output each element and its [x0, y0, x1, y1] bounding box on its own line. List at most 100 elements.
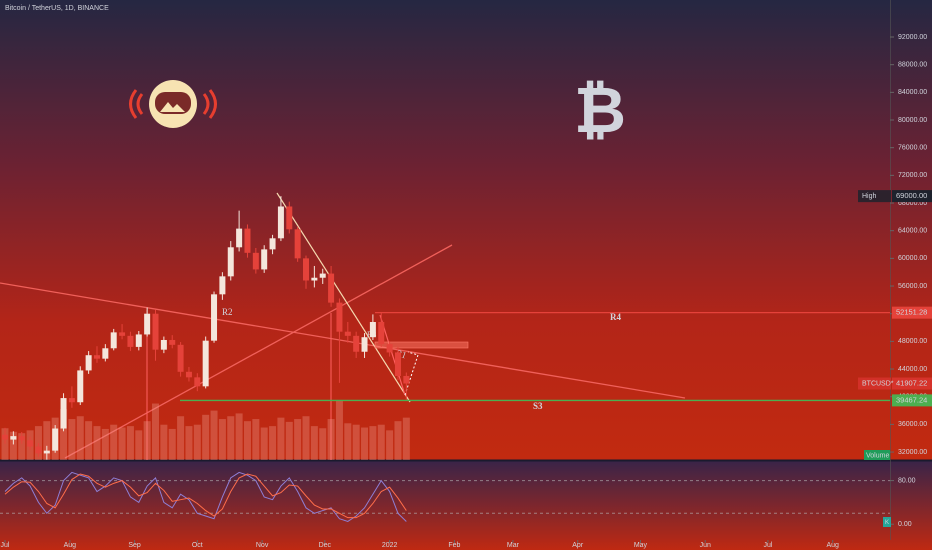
- x-tick-label: 2022: [382, 542, 398, 549]
- volume-bar: [218, 419, 226, 460]
- volume-bar: [85, 421, 93, 460]
- volume-bar: [68, 419, 76, 460]
- y-tick-label: 72000.00: [898, 172, 927, 179]
- candle-body: [369, 322, 376, 338]
- volume-bar: [335, 400, 343, 460]
- volume-bar: [210, 410, 218, 460]
- volume-bar: [1, 428, 9, 460]
- price-marker-box: [892, 394, 932, 407]
- volume-bar: [302, 416, 310, 460]
- x-tick-label: Feb: [448, 542, 460, 549]
- volume-bar: [394, 421, 402, 460]
- y-tick-label: 80.00: [898, 477, 916, 484]
- candle-body: [261, 249, 268, 270]
- candle-body: [52, 428, 59, 451]
- price-marker-label: 69000.00: [896, 191, 927, 200]
- volume-bar: [110, 424, 118, 460]
- candle-body: [227, 247, 234, 277]
- volume-bar: [135, 430, 143, 460]
- volume-bar: [386, 430, 394, 460]
- candle-body: [35, 446, 42, 454]
- volume-bar: [369, 426, 377, 460]
- x-tick-label: Apr: [572, 542, 584, 549]
- candle-body: [361, 337, 368, 352]
- candle-body: [60, 398, 67, 429]
- volume-bar: [402, 417, 410, 460]
- candle-body: [236, 228, 243, 248]
- volume-bar: [101, 428, 109, 460]
- candle-body: [27, 440, 34, 447]
- y-tick-label: 92000.00: [898, 34, 927, 41]
- oscillator-marker-box: [883, 517, 891, 527]
- volume-bar: [361, 427, 369, 460]
- price-marker-box: [892, 306, 932, 319]
- volume-bar: [177, 416, 185, 460]
- annotation: R4: [610, 312, 621, 322]
- volume-bar: [235, 413, 243, 460]
- price-marker-box: [892, 377, 932, 390]
- candle-body: [336, 302, 343, 332]
- candle-body: [119, 332, 126, 336]
- candle-body: [110, 332, 117, 349]
- candle-body: [211, 294, 218, 341]
- candle-body: [286, 206, 293, 230]
- x-tick-label: Aug: [64, 542, 77, 549]
- volume-bar: [285, 421, 293, 460]
- candle-body: [378, 322, 385, 345]
- volume-bar: [43, 421, 51, 460]
- candle-body: [10, 436, 17, 440]
- astronaut-logo: [129, 80, 217, 128]
- volume-bar: [310, 426, 318, 460]
- oscillator-line: [4, 473, 407, 519]
- candle-body: [202, 340, 209, 387]
- price-marker-name: High: [862, 193, 877, 200]
- volume-bar: [227, 416, 235, 460]
- price-marker-box: [892, 190, 932, 203]
- price-marker-label: 41907.22: [896, 378, 927, 387]
- oscillator-marker: K: [885, 520, 889, 526]
- y-tick-label: 76000.00: [898, 145, 927, 152]
- candle-body: [394, 352, 401, 376]
- volume-bar: [93, 426, 101, 460]
- x-tick-label: Nov: [256, 542, 269, 549]
- candle-body: [144, 313, 151, 335]
- volume-bar: [118, 427, 126, 460]
- volume-bar: [243, 421, 251, 460]
- volume-bar: [269, 426, 277, 460]
- volume-bar: [327, 419, 335, 460]
- bitcoin-logo: ₿: [574, 74, 626, 146]
- volume-bar: [344, 423, 352, 460]
- volume-bar: [143, 421, 151, 460]
- volume-bar: [168, 428, 176, 460]
- candle-body: [135, 334, 142, 347]
- x-tick-label: Mar: [507, 542, 520, 549]
- candle-body: [185, 371, 192, 378]
- price-marker-name: BTCUSD*: [862, 380, 894, 387]
- volume-bar: [352, 424, 360, 460]
- oscillator-line: [4, 471, 407, 523]
- volume-bar: [18, 433, 26, 460]
- y-tick-label: 80000.00: [898, 117, 927, 124]
- y-tick-label: 64000.00: [898, 228, 927, 235]
- candle-body: [127, 335, 134, 347]
- y-tick-label: 68000.00: [898, 200, 927, 207]
- annotation: R2: [222, 307, 233, 317]
- candle-body: [169, 339, 176, 345]
- volume-bar: [277, 417, 285, 460]
- candle-body: [328, 273, 335, 303]
- candle-body: [160, 339, 167, 350]
- candle-body: [18, 436, 25, 441]
- candle-body: [319, 273, 326, 278]
- volume-label: Volume: [866, 452, 889, 459]
- candle-body: [194, 377, 201, 387]
- x-tick-label: Aug: [826, 542, 839, 549]
- candle-body: [152, 313, 159, 350]
- volume-bar: [193, 424, 201, 460]
- x-tick-label: Sep: [128, 542, 141, 549]
- candle-body: [85, 355, 92, 371]
- volume-label-box: [864, 450, 890, 460]
- candle-body: [219, 276, 226, 295]
- price-marker-name-box: [858, 377, 891, 390]
- candle-body: [252, 252, 259, 270]
